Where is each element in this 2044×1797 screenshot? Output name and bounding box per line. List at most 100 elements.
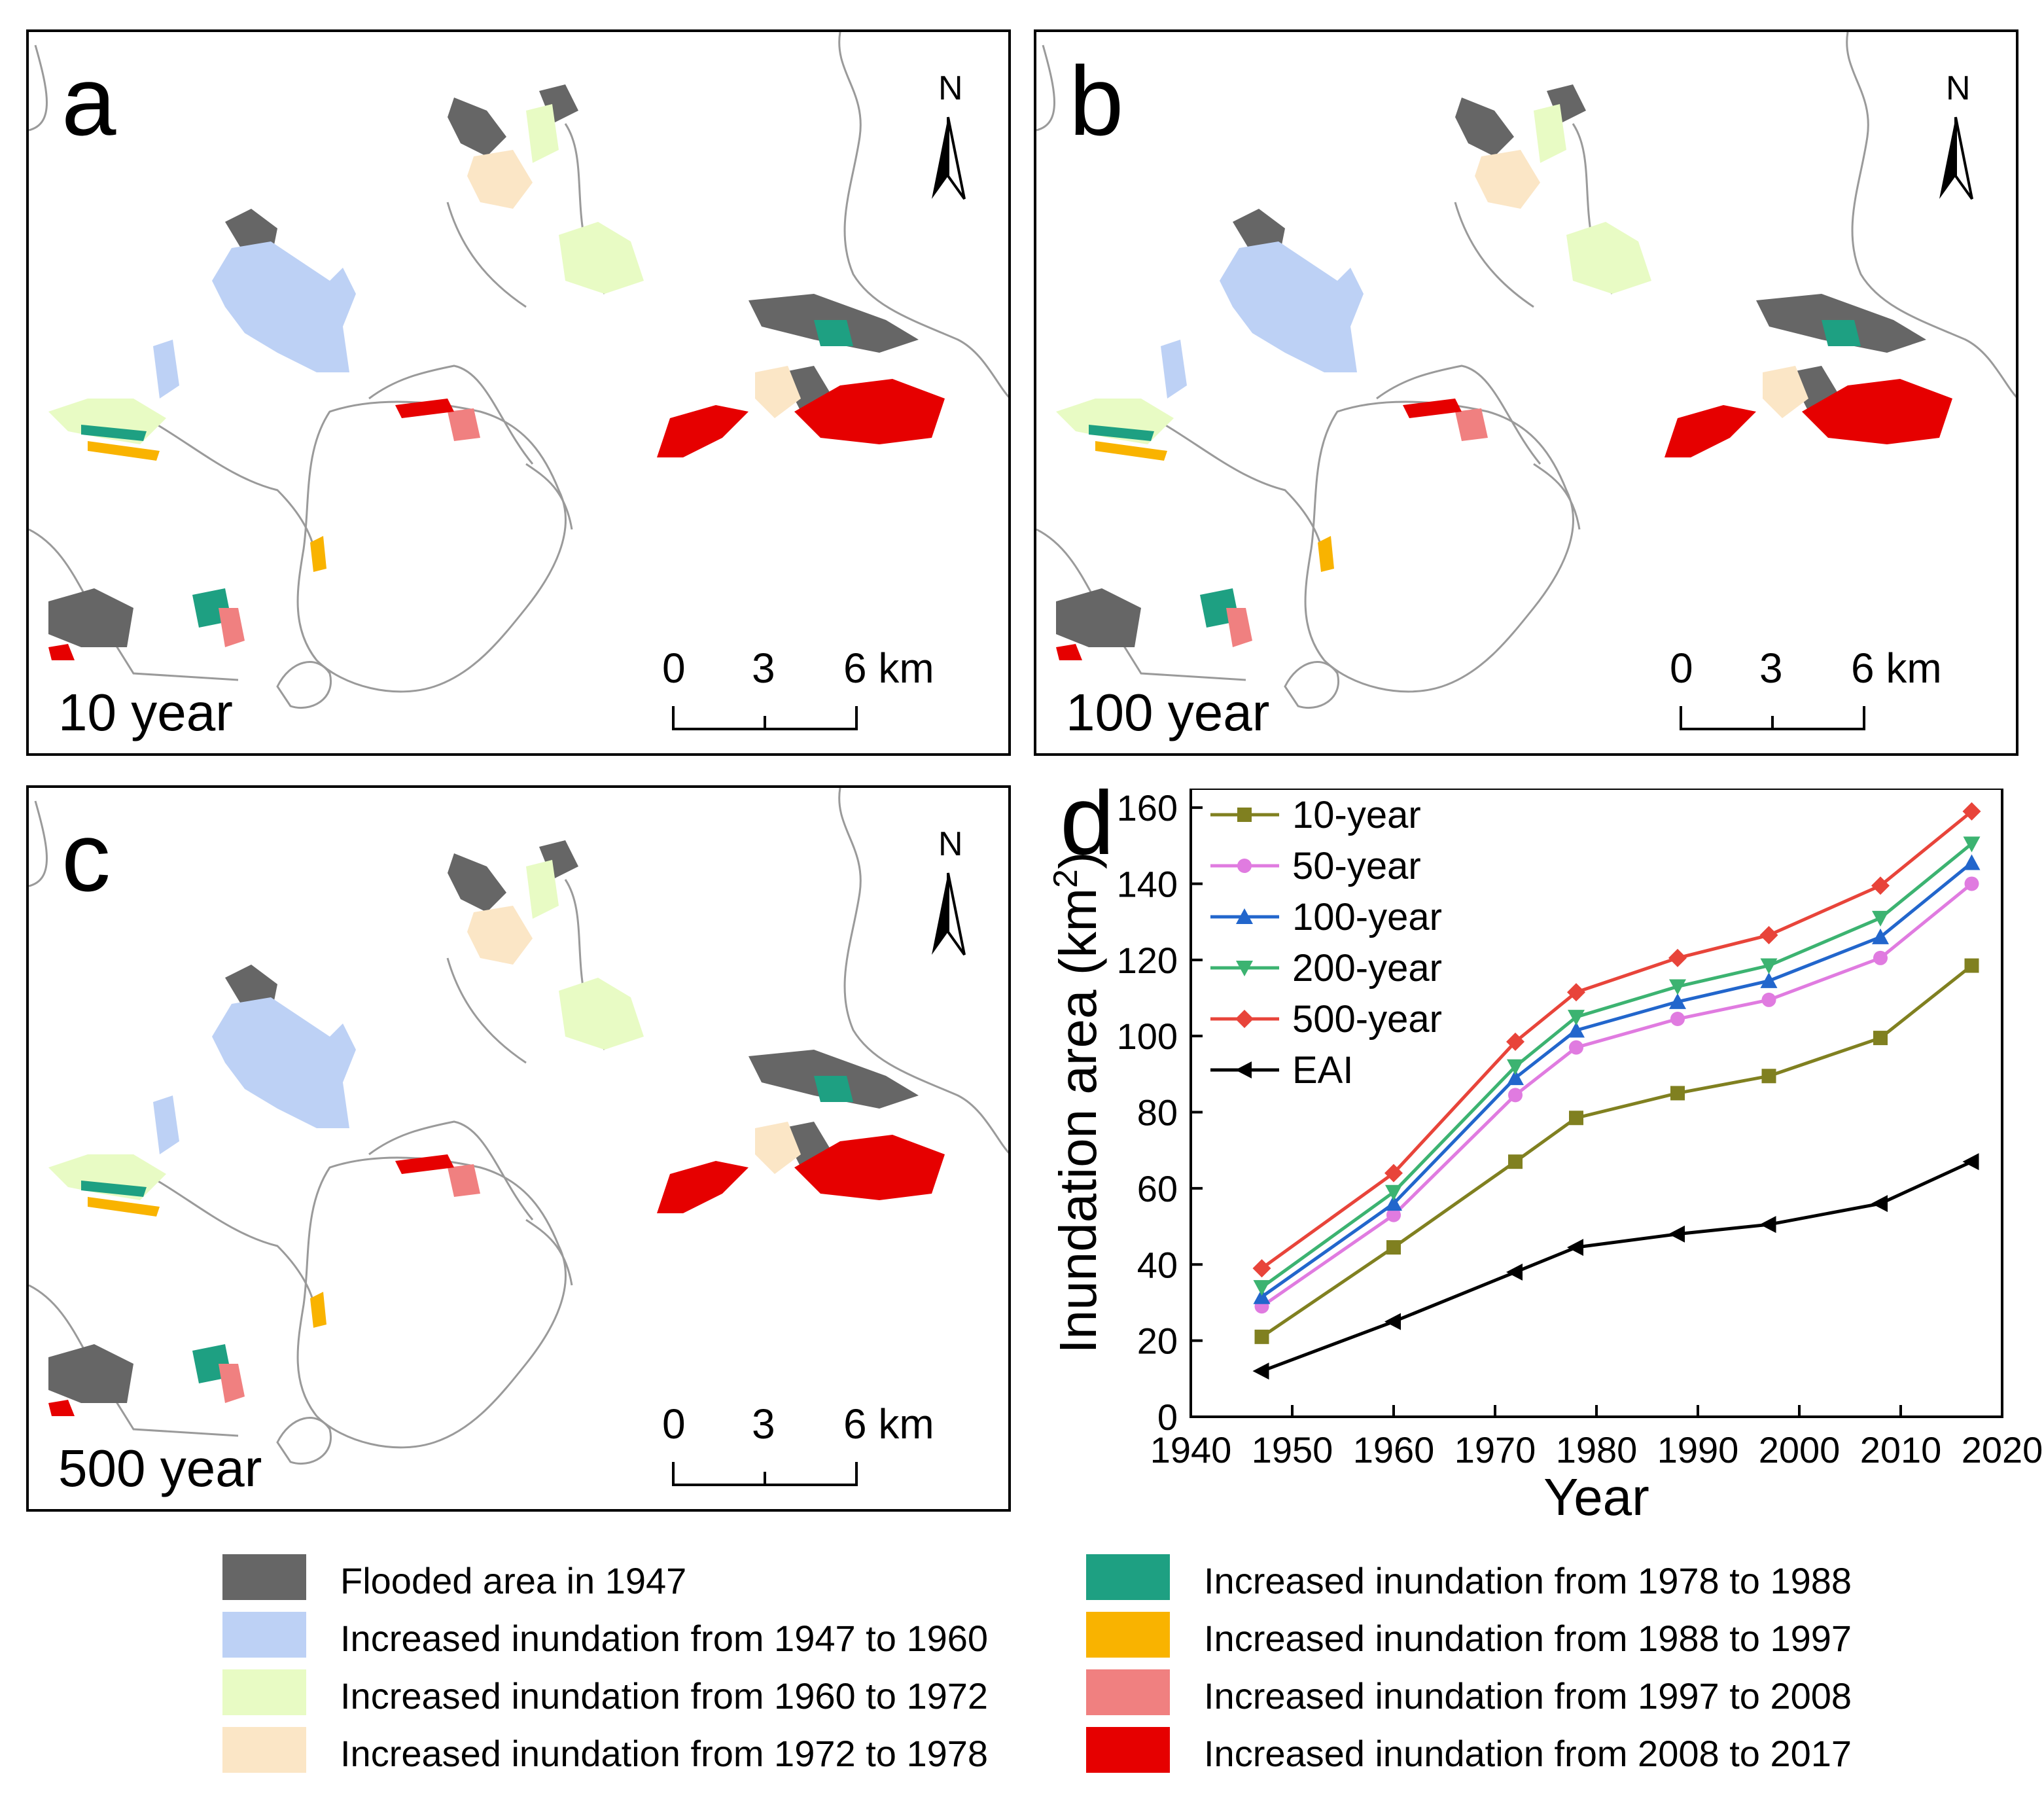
data-point-marker bbox=[1567, 983, 1585, 1002]
shoreline-boundaries bbox=[29, 788, 1008, 1465]
data-point-marker bbox=[1964, 958, 1979, 973]
red-patch-sw bbox=[1056, 644, 1082, 660]
panel-letter-b: b bbox=[1069, 46, 1124, 156]
orange-patch-c bbox=[310, 1292, 326, 1328]
legend-label: Flooded area in 1947 bbox=[340, 1560, 687, 1601]
northeast-shoreline bbox=[838, 788, 1008, 1154]
beige-region-e bbox=[755, 1122, 801, 1174]
north-arrow-icon bbox=[932, 116, 966, 200]
legend-series-label: 200-year bbox=[1292, 947, 1442, 989]
inundation-1988-1997 bbox=[88, 1197, 326, 1328]
data-point-marker bbox=[1872, 910, 1889, 927]
north-arrow-icon bbox=[1939, 116, 1973, 200]
scale-label-0: 0 bbox=[1670, 645, 1693, 692]
legend-series-label: 500-year bbox=[1292, 998, 1442, 1041]
inundation-1978-1988 bbox=[81, 1076, 853, 1383]
green-region-w bbox=[1056, 399, 1174, 444]
data-point-marker bbox=[1759, 926, 1778, 944]
grey-region-sw bbox=[1056, 588, 1141, 647]
blue-sliver-w bbox=[153, 340, 179, 399]
data-point-marker bbox=[1252, 1259, 1271, 1278]
data-point-marker bbox=[1761, 1069, 1776, 1084]
salmon-patch-c bbox=[448, 408, 480, 441]
channel-outline bbox=[1376, 365, 1581, 530]
series-500-year bbox=[1252, 802, 1981, 1278]
inundation-2008-2017 bbox=[48, 379, 945, 660]
red-strip-c bbox=[1403, 399, 1462, 418]
data-point-marker bbox=[1385, 1184, 1402, 1201]
legend-series-label: 10-year bbox=[1292, 794, 1421, 836]
scale-label-6km: 6 km bbox=[843, 1400, 934, 1448]
data-point-marker bbox=[1386, 1207, 1401, 1222]
west-shoreline bbox=[1036, 44, 1246, 681]
data-point-marker bbox=[1237, 859, 1252, 873]
data-point-marker bbox=[1236, 908, 1253, 924]
grey-region-n bbox=[448, 853, 506, 912]
y-tick-label: 80 bbox=[1137, 1092, 1178, 1133]
legend-label: Increased inundation from 2008 to 2017 bbox=[1204, 1733, 1852, 1774]
inner-channel bbox=[133, 879, 606, 1325]
data-point-marker bbox=[1871, 1195, 1888, 1213]
legend-label: Increased inundation from 1997 to 2008 bbox=[1204, 1675, 1852, 1717]
central-island-outline bbox=[296, 1156, 567, 1449]
data-point-marker bbox=[1254, 1329, 1269, 1344]
legend-swatch bbox=[1086, 1669, 1170, 1715]
map-panel-c-500-year: c N 0 3 6 km 500 year bbox=[26, 785, 1011, 1512]
legend-swatch bbox=[222, 1554, 306, 1600]
inundation-1978-1988 bbox=[81, 320, 853, 628]
north-label: N bbox=[938, 69, 963, 107]
inundation-1997-2008 bbox=[1226, 408, 1488, 647]
beige-region-n bbox=[467, 906, 533, 965]
y-tick-label: 60 bbox=[1137, 1168, 1178, 1209]
data-point-marker bbox=[1873, 1031, 1888, 1046]
red-strip-c bbox=[395, 399, 454, 418]
data-point-marker bbox=[1236, 961, 1253, 976]
green-region-w bbox=[48, 399, 166, 444]
inundation-1988-1997 bbox=[88, 441, 326, 572]
legend-swatch bbox=[222, 1612, 306, 1658]
grey-region-n bbox=[448, 98, 506, 156]
beige-region-e bbox=[1763, 366, 1808, 418]
inner-channel bbox=[1140, 123, 1613, 569]
legend-series-label: 100-year bbox=[1292, 896, 1442, 938]
data-point-marker bbox=[1508, 1154, 1523, 1169]
scale-label-3: 3 bbox=[1759, 645, 1783, 692]
y-tick-label: 160 bbox=[1117, 789, 1178, 828]
chart-legend-entry: 10-year bbox=[1210, 794, 1421, 836]
data-point-marker bbox=[1669, 979, 1686, 995]
salmon-patch-c bbox=[448, 1164, 480, 1197]
orange-strip-w bbox=[88, 1197, 160, 1217]
series-line bbox=[1261, 861, 1973, 1298]
inundation-1972-1978 bbox=[1475, 150, 1808, 418]
series-line bbox=[1261, 964, 1973, 1338]
data-point-marker bbox=[1963, 836, 1981, 853]
inundation-1947-1960 bbox=[153, 997, 356, 1154]
beige-region-e bbox=[755, 366, 801, 418]
legend-swatch bbox=[1086, 1727, 1170, 1773]
teal-region-e bbox=[814, 320, 853, 346]
inundation-area-chart: 1940 1950 1960 1970 1980 1990 2000 2010 2020 0 20 4… bbox=[1047, 789, 2043, 1526]
inundation-1972-1978 bbox=[467, 150, 801, 418]
salmon-patch-sw bbox=[1226, 608, 1252, 647]
inundation-1960-1972 bbox=[48, 860, 644, 1200]
data-point-marker bbox=[1235, 1061, 1252, 1078]
blue-lake-region bbox=[1220, 241, 1364, 372]
scale-label-0: 0 bbox=[662, 1400, 686, 1448]
data-point-marker bbox=[1507, 1069, 1524, 1086]
data-point-marker bbox=[1670, 1012, 1685, 1026]
inundation-1947-1960 bbox=[153, 241, 356, 399]
data-point-marker bbox=[1506, 1263, 1523, 1281]
inundation-2008-2017 bbox=[1056, 379, 1952, 660]
red-strip-se bbox=[657, 1161, 749, 1213]
data-point-marker bbox=[1668, 1225, 1685, 1243]
data-point-marker bbox=[1760, 972, 1778, 988]
chart-legend-entry: 50-year bbox=[1210, 845, 1421, 887]
y-tick-label: 140 bbox=[1117, 863, 1178, 904]
y-tick-label: 20 bbox=[1137, 1321, 1178, 1362]
red-strip-c bbox=[395, 1154, 454, 1174]
x-axis-title: Year bbox=[1543, 1468, 1649, 1526]
chart-legend-entry: EAI bbox=[1210, 1049, 1354, 1092]
inundation-1978-1988 bbox=[1089, 320, 1861, 628]
series-line bbox=[1261, 1160, 1973, 1373]
south-bay-outline bbox=[276, 661, 332, 709]
